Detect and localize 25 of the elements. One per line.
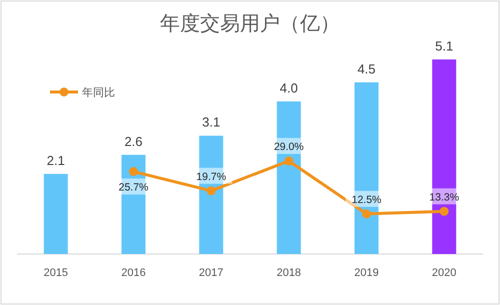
point: [129, 167, 138, 176]
point: [362, 209, 371, 218]
chart-title: 年度交易用户（亿）: [160, 13, 340, 35]
legend-label: 年同比: [82, 86, 115, 99]
point: [206, 186, 216, 196]
data-label: 12.5%: [352, 194, 382, 206]
data-label: 3.1: [202, 114, 220, 130]
point: [440, 206, 449, 216]
data-label: 4.5: [357, 61, 376, 76]
x-tick-label: 2018: [276, 267, 302, 279]
data-label: 2.6: [124, 134, 143, 149]
x-tick-label: 2020: [432, 267, 456, 279]
data-label: 25.7%: [118, 182, 148, 194]
data-label: 19.7%: [196, 170, 226, 183]
point: [284, 156, 294, 166]
data-label: 13.3%: [429, 191, 460, 204]
x-tick-label: 2019: [354, 267, 379, 279]
data-label: 2.1: [46, 152, 65, 168]
bar: [44, 174, 68, 254]
data-label: 5.1: [435, 38, 454, 54]
x-tick-label: 2016: [121, 267, 146, 279]
x-tick-label: 2015: [44, 267, 68, 279]
x-tick-label: 2017: [198, 267, 224, 279]
data-label: 4.0: [280, 80, 298, 96]
data-label: 29.0%: [274, 140, 304, 153]
